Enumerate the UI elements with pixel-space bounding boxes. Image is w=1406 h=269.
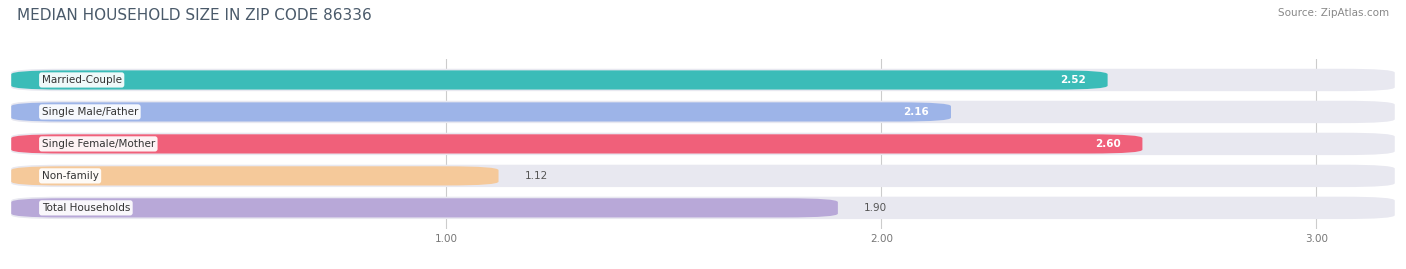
FancyBboxPatch shape xyxy=(11,69,1395,91)
Text: 2.52: 2.52 xyxy=(1060,75,1085,85)
FancyBboxPatch shape xyxy=(11,102,950,122)
FancyBboxPatch shape xyxy=(11,133,1395,155)
Text: Single Male/Father: Single Male/Father xyxy=(42,107,138,117)
Text: 2.60: 2.60 xyxy=(1095,139,1121,149)
Text: Non-family: Non-family xyxy=(42,171,98,181)
FancyBboxPatch shape xyxy=(11,165,1395,187)
Text: Source: ZipAtlas.com: Source: ZipAtlas.com xyxy=(1278,8,1389,18)
FancyBboxPatch shape xyxy=(11,101,1395,123)
Text: Single Female/Mother: Single Female/Mother xyxy=(42,139,155,149)
FancyBboxPatch shape xyxy=(11,134,1143,154)
FancyBboxPatch shape xyxy=(11,166,499,186)
Text: 2.16: 2.16 xyxy=(904,107,929,117)
FancyBboxPatch shape xyxy=(11,198,838,217)
Text: MEDIAN HOUSEHOLD SIZE IN ZIP CODE 86336: MEDIAN HOUSEHOLD SIZE IN ZIP CODE 86336 xyxy=(17,8,371,23)
FancyBboxPatch shape xyxy=(11,197,1395,219)
Text: 1.90: 1.90 xyxy=(863,203,887,213)
FancyBboxPatch shape xyxy=(11,70,1108,90)
Text: Total Households: Total Households xyxy=(42,203,131,213)
Text: 1.12: 1.12 xyxy=(524,171,548,181)
Text: Married-Couple: Married-Couple xyxy=(42,75,122,85)
